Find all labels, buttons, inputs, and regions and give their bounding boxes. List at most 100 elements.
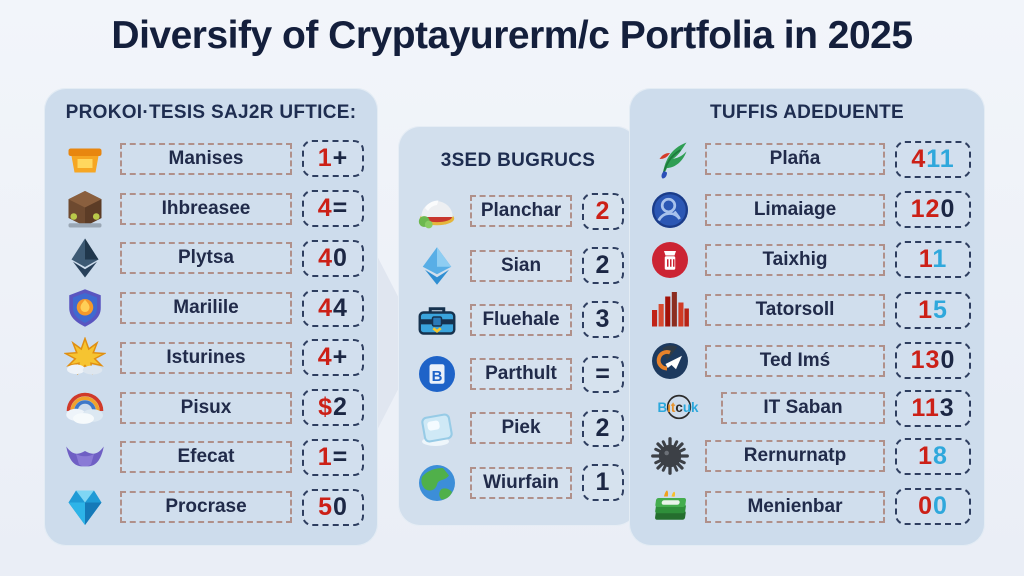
list-item: Planchar 2 xyxy=(414,190,624,232)
basket-icon xyxy=(60,138,110,180)
list-item: Procrase 50 xyxy=(60,486,364,528)
item-value: 130 xyxy=(895,342,971,380)
list-item: Bıtcuk IT Saban 113 xyxy=(645,389,971,427)
list-item: Rernurnatp 18 xyxy=(645,435,971,477)
item-label: Procrase xyxy=(120,491,292,524)
bird-icon xyxy=(645,138,695,180)
item-label: Ihbreasee xyxy=(120,192,292,225)
panel-right: TUFFIS ADEDUENTE Plaña 411 Limaiage 120 Taix… xyxy=(629,88,985,546)
item-value: 2 xyxy=(582,409,624,447)
item-value: 1= xyxy=(302,438,364,476)
list-item: Pisux $2 xyxy=(60,387,364,429)
item-value-segment: 4 xyxy=(333,293,348,322)
item-value-segment: 2 xyxy=(595,196,611,225)
item-value-segment: 4 xyxy=(911,144,927,173)
list-item: Fluehale 3 xyxy=(414,299,624,341)
list-item: B Parthult = xyxy=(414,353,624,395)
ice-cube-icon xyxy=(414,407,460,449)
money-icon xyxy=(645,486,695,528)
item-value-segment: 13 xyxy=(910,346,941,375)
svg-text:Bıtcuk: Bıtcuk xyxy=(658,401,699,416)
item-value: 50 xyxy=(302,488,364,526)
paper-plane-icon xyxy=(645,340,695,382)
item-value-segment: 0 xyxy=(333,492,348,521)
pyramid-icon xyxy=(60,237,110,279)
item-value: 44 xyxy=(302,289,364,327)
item-value-segment: 11 xyxy=(926,144,955,173)
item-value-segment: 0 xyxy=(333,243,348,272)
item-value-segment: 4 xyxy=(317,194,333,223)
list-item: Plaña 411 xyxy=(645,138,971,180)
item-value: 3 xyxy=(582,301,624,339)
item-value-segment: 4 xyxy=(318,293,333,322)
bat-icon xyxy=(60,436,110,478)
item-value-segment: = xyxy=(332,194,349,223)
item-value-segment: = xyxy=(332,442,349,471)
user-circle-icon xyxy=(645,189,695,231)
rainbow-icon xyxy=(60,387,110,429)
panel-right-rows: Plaña 411 Limaiage 120 Taixhig 11 Tatorsoll 15 T… xyxy=(629,126,985,546)
dome-icon xyxy=(414,190,460,232)
item-value-segment: 0 xyxy=(940,346,956,375)
item-value-segment: + xyxy=(332,144,349,173)
item-value-segment: 8 xyxy=(933,441,948,470)
item-label: Manises xyxy=(120,142,292,175)
item-value: 2 xyxy=(582,192,624,230)
item-value-segment: 2 xyxy=(595,251,611,280)
item-value: 00 xyxy=(895,488,971,526)
list-item: Wiurfain 1 xyxy=(414,462,624,504)
diamond-icon xyxy=(414,245,460,287)
item-value-segment: 1 xyxy=(317,442,333,471)
item-value: 15 xyxy=(895,291,971,329)
item-label: Taixhig xyxy=(705,243,885,276)
item-value-segment: 1 xyxy=(918,245,933,274)
crate-icon xyxy=(60,188,110,230)
item-value-segment: 1 xyxy=(932,245,948,274)
item-value: 2 xyxy=(582,247,624,285)
virus-icon xyxy=(645,435,695,477)
panel-middle: 3SED BUGRUCS Planchar 2 Sian 2 Fluehale 3 B Par… xyxy=(398,126,638,526)
list-item: Isturines 4+ xyxy=(60,336,364,379)
list-item: Efecat 1= xyxy=(60,436,364,478)
panel-middle-header: 3SED BUGRUCS xyxy=(440,150,596,171)
list-item: Menienbar 00 xyxy=(645,486,971,528)
item-value: = xyxy=(582,355,624,393)
page-title: Diversify of Cryptayurerm/c Portfolia in… xyxy=(111,14,913,57)
item-value-segment: 11 xyxy=(911,393,940,422)
item-label: Wiurfain xyxy=(470,466,572,499)
list-item: Plytsa 40 xyxy=(60,237,364,279)
item-value: 411 xyxy=(895,140,971,178)
item-value-segment: 0 xyxy=(918,492,933,521)
item-value: 1+ xyxy=(302,140,364,178)
item-value: 18 xyxy=(895,437,971,475)
list-item: Sian 2 xyxy=(414,245,624,287)
bitcuk-logo-icon: Bıtcuk xyxy=(645,393,711,423)
item-value-segment: 5 xyxy=(933,295,948,324)
item-value: 120 xyxy=(895,191,971,229)
panel-left-rows: Manises 1+ Ihbreasee 4= Plytsa 40 Marilile 44 Is… xyxy=(44,126,378,546)
panel-left-header: PROKOI·TESIS SAJ2R UFTICE: xyxy=(65,102,357,123)
item-value-segment: 0 xyxy=(933,492,948,521)
item-label: Parthult xyxy=(470,358,572,391)
item-label: IT Saban xyxy=(721,392,885,425)
starburst-icon xyxy=(60,336,110,379)
item-value: 113 xyxy=(895,389,971,427)
item-label: Rernurnatp xyxy=(705,440,885,473)
item-value-segment: 1 xyxy=(918,295,933,324)
panel-left: PROKOI·TESIS SAJ2R UFTICE: Manises 1+ Ihbr… xyxy=(44,88,378,546)
panel-middle-rows: Planchar 2 Sian 2 Fluehale 3 B Parthult = Piek 2 Wi… xyxy=(398,174,638,526)
shield-flame-icon xyxy=(60,287,110,329)
list-item: Manises 1+ xyxy=(60,138,364,180)
item-value-segment: 3 xyxy=(939,393,955,422)
item-value-segment: = xyxy=(595,359,611,388)
item-value: 4= xyxy=(302,190,364,228)
list-item: Ted Imś 130 xyxy=(645,340,971,382)
item-value: $2 xyxy=(302,389,364,427)
globe-icon xyxy=(414,462,460,504)
item-value-segment: 4 xyxy=(318,243,333,272)
item-label: Planchar xyxy=(470,195,572,228)
item-value-segment: 1 xyxy=(595,468,611,497)
item-label: Sian xyxy=(470,249,572,282)
item-value-segment: 0 xyxy=(940,195,956,224)
